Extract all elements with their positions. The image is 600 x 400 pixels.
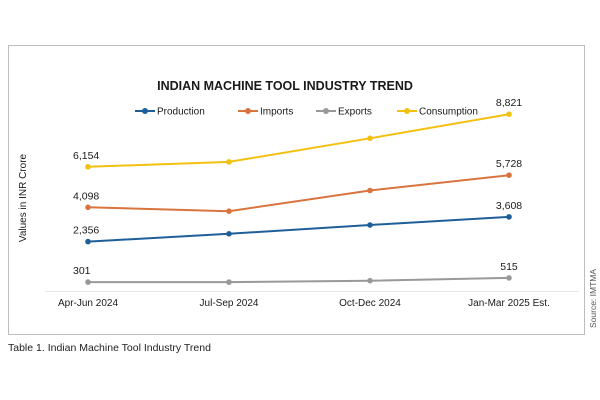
data-point-imports-2 xyxy=(226,208,232,214)
data-point-imports-4 xyxy=(506,172,512,178)
data-point-consumption-2 xyxy=(226,159,232,165)
series-line-imports xyxy=(87,174,510,213)
source-note: Source: IMTMA xyxy=(588,268,598,328)
data-point-production-3 xyxy=(367,222,373,228)
data-point-exports-4 xyxy=(506,275,512,281)
line-chart: INDIAN MACHINE TOOL INDUSTRY TREND Produ… xyxy=(18,79,579,309)
legend-item-imports: Imports xyxy=(238,107,293,118)
data-label-consumption-4: 8,821 xyxy=(496,97,522,109)
data-point-consumption-4 xyxy=(506,111,512,117)
data-point-production-1 xyxy=(85,238,91,245)
figure-caption: Table 1. Indian Machine Tool Industry Tr… xyxy=(8,342,211,354)
legend-label-imports: Imports xyxy=(260,107,293,118)
series-consumption: 6,154 8,821 xyxy=(73,97,522,170)
x-tick-label-jan-mar-2025-est: Jan-Mar 2025 Est. xyxy=(468,298,550,309)
data-label-exports-1: 301 xyxy=(73,265,91,277)
legend-label-production: Production xyxy=(157,107,205,118)
chart-legend: Production Imports Exports Consumption xyxy=(135,107,478,118)
legend-marker-consumption xyxy=(404,108,410,114)
x-tick-label-apr-jun-2024: Apr-Jun 2024 xyxy=(58,298,118,309)
data-point-imports-1 xyxy=(85,204,91,211)
data-point-consumption-1 xyxy=(85,164,91,170)
x-tick-label-oct-dec-2024: Oct-Dec 2024 xyxy=(339,298,401,309)
chart-figure: INDIAN MACHINE TOOL INDUSTRY TREND Produ… xyxy=(8,45,585,335)
series-exports: 301 515 xyxy=(73,261,518,285)
legend-item-exports: Exports xyxy=(316,107,372,118)
series-production: 2,356 3,608 xyxy=(73,200,522,245)
data-point-production-4 xyxy=(506,214,512,220)
legend-item-consumption: Consumption xyxy=(397,107,478,118)
data-point-exports-2 xyxy=(226,279,232,285)
data-point-exports-1 xyxy=(85,279,91,285)
legend-marker-production xyxy=(142,108,148,114)
data-label-production-1: 2,356 xyxy=(73,225,99,237)
x-axis-ticks: Apr-Jun 2024 Jul-Sep 2024 Oct-Dec 2024 Jan-… xyxy=(58,298,550,309)
series-line-exports xyxy=(88,276,510,284)
data-label-imports-4: 5,728 xyxy=(496,158,522,170)
data-point-production-2 xyxy=(226,231,232,237)
data-label-exports-4: 515 xyxy=(500,261,518,273)
legend-marker-imports xyxy=(245,108,251,114)
legend-marker-exports xyxy=(323,108,329,114)
data-label-imports-1: 4,098 xyxy=(73,190,99,202)
data-point-imports-3 xyxy=(367,187,373,194)
plot-area: 2,356 3,608 4,098 5,728 301 515 6,154 8,821 xyxy=(73,97,522,285)
legend-item-production: Production xyxy=(135,107,205,118)
data-point-exports-3 xyxy=(367,277,373,284)
series-imports: 4,098 5,728 xyxy=(73,158,522,214)
y-axis-label: Values in INR Crore xyxy=(18,153,29,242)
data-label-consumption-1: 6,154 xyxy=(73,150,99,162)
legend-label-exports: Exports xyxy=(338,107,372,118)
data-point-consumption-3 xyxy=(367,135,373,142)
series-line-consumption xyxy=(87,113,510,168)
x-tick-label-jul-sep-2024: Jul-Sep 2024 xyxy=(200,298,259,309)
legend-label-consumption: Consumption xyxy=(419,107,478,118)
chart-title: INDIAN MACHINE TOOL INDUSTRY TREND xyxy=(157,79,413,93)
data-label-production-4: 3,608 xyxy=(496,200,522,212)
series-line-production xyxy=(87,215,510,243)
